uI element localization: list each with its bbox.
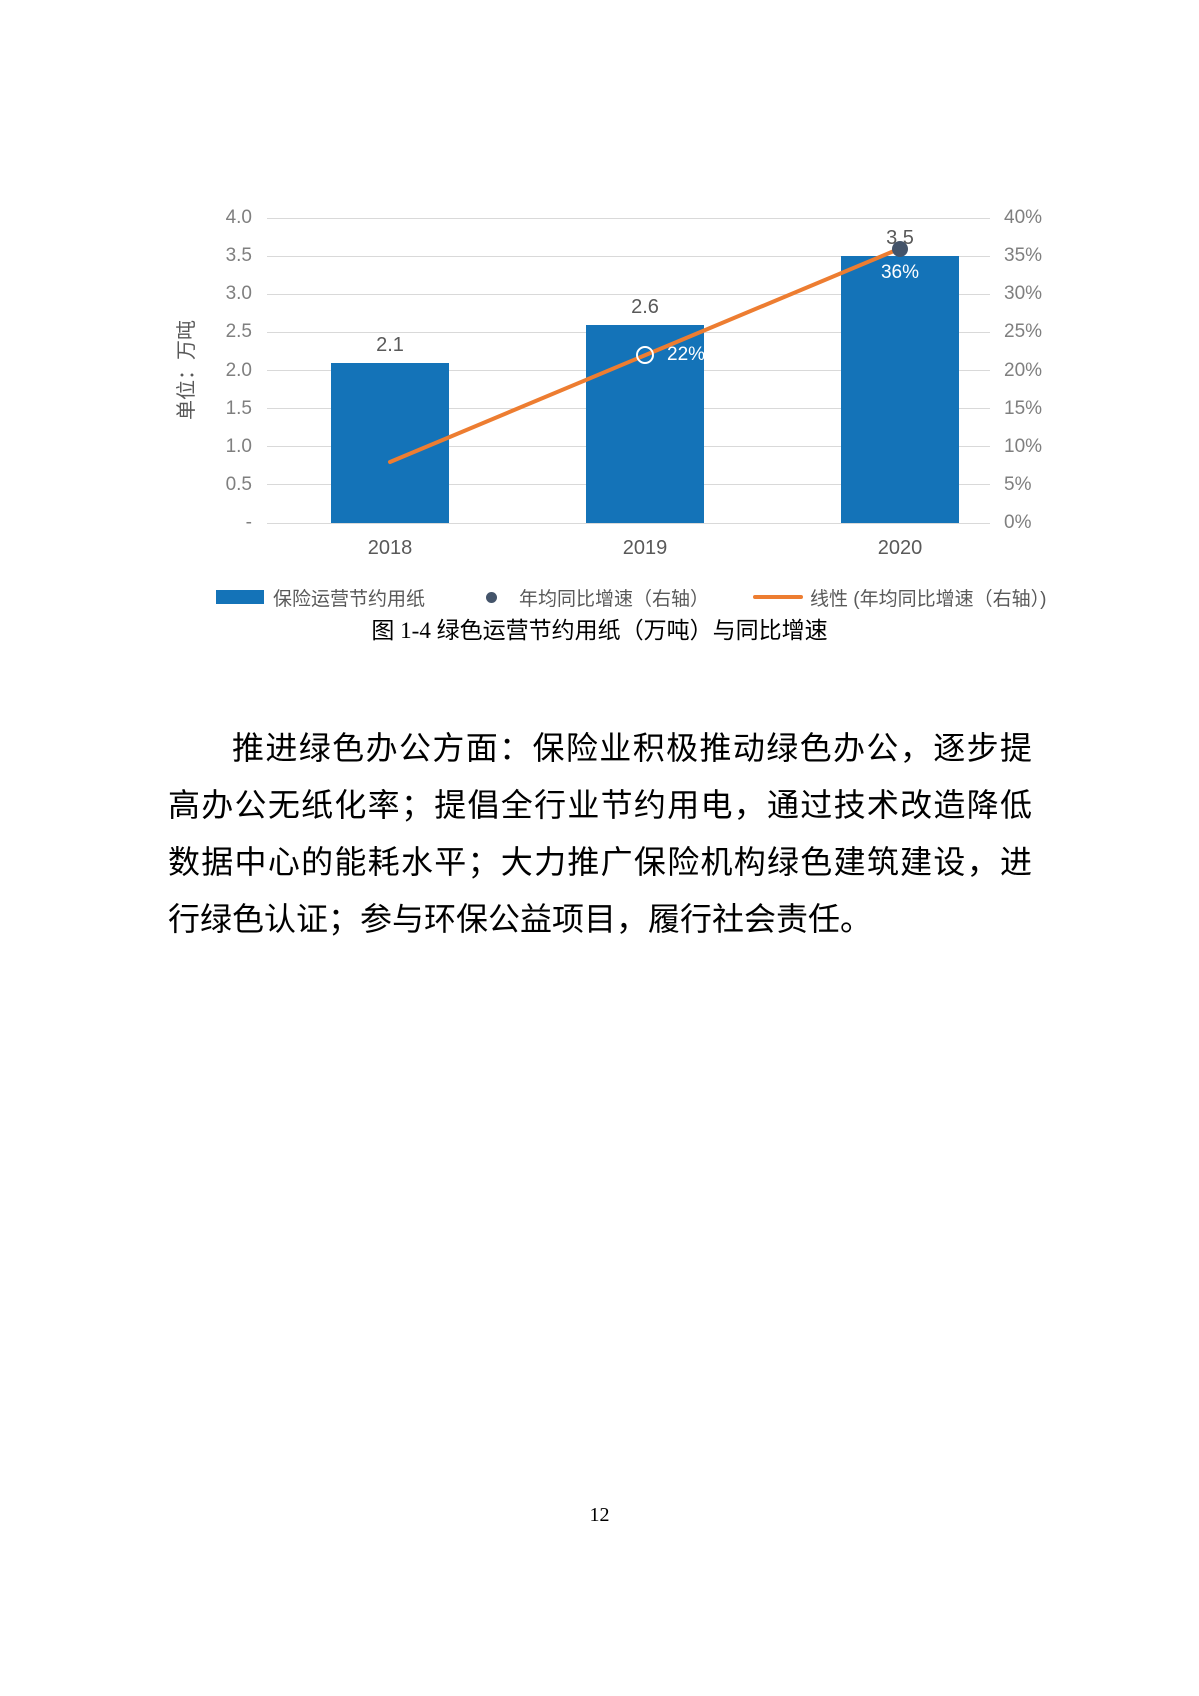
gridline xyxy=(267,293,990,295)
growth-marker-hollow xyxy=(636,346,654,365)
paragraph-line: 推进绿色办公方面：保险业积极推动绿色办公，逐步提 xyxy=(232,730,1032,766)
left-axis-tick: 2.0 xyxy=(225,359,252,381)
left-axis-tick: 3.0 xyxy=(225,283,252,305)
left-axis-tick: 1.5 xyxy=(225,397,252,419)
right-axis-tick: 0% xyxy=(1004,512,1032,533)
right-axis-tick: 10% xyxy=(1004,435,1043,457)
body-paragraph: 推进绿色办公方面：保险业积极推动绿色办公，逐步提 高办公无纸化率；提倡全行业节约… xyxy=(168,720,1032,948)
legend-label: 线性 (年均同比增速（右轴）) xyxy=(810,588,1047,610)
growth-value-label: 22% xyxy=(667,344,706,366)
right-axis-tick: 5% xyxy=(1004,473,1032,495)
legend-item-paper-saved: 保险运营节约用纸 xyxy=(216,583,425,611)
left-axis-tick: - xyxy=(245,512,252,533)
bar-value-label: 2.1 xyxy=(376,333,404,356)
paragraph-line: 行绿色认证；参与环保公益项目，履行社会责任。 xyxy=(168,901,873,937)
right-axis-tick: 20% xyxy=(1004,359,1043,381)
bar-2018 xyxy=(331,362,449,523)
right-axis-tick: 35% xyxy=(1004,245,1043,267)
x-axis-label: 2020 xyxy=(877,537,923,559)
left-axis-tick: 4.0 xyxy=(225,207,252,228)
gridline xyxy=(267,522,990,524)
figure-caption: 图 1-4 绿色运营节约用纸（万吨）与同比增速 xyxy=(371,618,828,643)
right-axis-tick: 25% xyxy=(1004,321,1043,343)
left-axis-tick: 2.5 xyxy=(225,321,252,343)
legend-item-growth-rate: 年均同比增速（右轴） xyxy=(486,583,709,611)
legend-item-linear-trend: 线性 (年均同比增速（右轴）) xyxy=(753,583,1046,611)
line-swatch-icon xyxy=(753,595,803,599)
page-number: 12 xyxy=(589,1504,610,1526)
paragraph-line: 数据中心的能耗水平；大力推广保险机构绿色建筑建设，进 xyxy=(168,844,1032,880)
paragraph-line: 高办公无纸化率；提倡全行业节约用电，通过技术改造降低 xyxy=(168,787,1032,823)
right-axis-tick: 40% xyxy=(1004,207,1043,228)
legend-label: 保险运营节约用纸 xyxy=(273,588,426,610)
legend-label: 年均同比增速（右轴） xyxy=(519,588,710,610)
left-axis-tick: 0.5 xyxy=(225,473,252,495)
bar-2020 xyxy=(841,256,959,523)
bar-value-label: 2.6 xyxy=(631,295,659,318)
growth-value-label: 36% xyxy=(880,261,920,283)
figure-chart: 单位：万吨 保险运营节约用纸 年均同比增速（右轴） 线性 (年均同比增速（右轴）… xyxy=(0,0,1199,660)
growth-marker-dot xyxy=(892,240,908,257)
gridline xyxy=(267,255,990,257)
left-axis-tick: 1.0 xyxy=(225,435,252,457)
x-axis-label: 2019 xyxy=(622,537,668,559)
bar-swatch-icon xyxy=(216,590,264,604)
gridline xyxy=(267,217,990,219)
left-axis-tick: 3.5 xyxy=(225,245,252,267)
chart-legend: 保险运营节约用纸 年均同比增速（右轴） 线性 (年均同比增速（右轴）) xyxy=(0,583,1199,611)
right-axis-tick: 15% xyxy=(1004,397,1043,419)
x-axis-label: 2018 xyxy=(367,537,413,559)
right-axis-tick: 30% xyxy=(1004,283,1043,305)
dot-swatch-icon xyxy=(486,591,497,603)
